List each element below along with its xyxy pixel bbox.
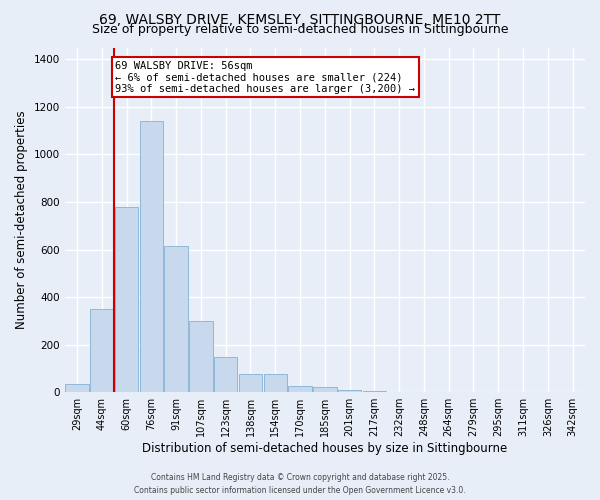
Bar: [313, 388, 337, 392]
Bar: [115, 207, 139, 392]
X-axis label: Distribution of semi-detached houses by size in Sittingbourne: Distribution of semi-detached houses by …: [142, 442, 508, 455]
Bar: [189, 321, 213, 392]
Bar: [90, 309, 113, 392]
Bar: [288, 386, 312, 392]
Bar: [362, 391, 386, 392]
Bar: [140, 121, 163, 392]
Bar: [263, 374, 287, 392]
Text: Contains HM Land Registry data © Crown copyright and database right 2025.
Contai: Contains HM Land Registry data © Crown c…: [134, 474, 466, 495]
Bar: [65, 384, 89, 392]
Y-axis label: Number of semi-detached properties: Number of semi-detached properties: [15, 110, 28, 329]
Bar: [239, 374, 262, 392]
Bar: [338, 390, 361, 392]
Bar: [164, 246, 188, 392]
Text: Size of property relative to semi-detached houses in Sittingbourne: Size of property relative to semi-detach…: [92, 22, 508, 36]
Text: 69, WALSBY DRIVE, KEMSLEY, SITTINGBOURNE, ME10 2TT: 69, WALSBY DRIVE, KEMSLEY, SITTINGBOURNE…: [100, 12, 500, 26]
Text: 69 WALSBY DRIVE: 56sqm
← 6% of semi-detached houses are smaller (224)
93% of sem: 69 WALSBY DRIVE: 56sqm ← 6% of semi-deta…: [115, 60, 415, 94]
Bar: [214, 357, 238, 392]
